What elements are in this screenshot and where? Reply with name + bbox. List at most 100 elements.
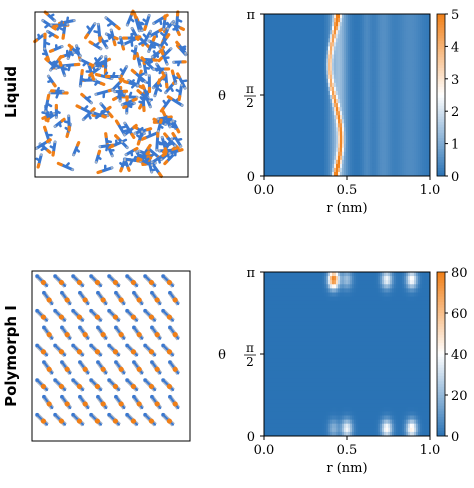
heatmap-cell (328, 131, 331, 136)
heatmap-cell (426, 304, 429, 310)
heatmap-cell (384, 86, 387, 92)
heatmap-cell (380, 155, 383, 161)
heatmap-cell (276, 123, 279, 128)
heatmap-cell (420, 135, 423, 140)
heatmap-cell (304, 103, 307, 108)
heatmap-cell (290, 292, 293, 297)
heatmap-cell (358, 50, 361, 55)
heatmap-cell (378, 14, 381, 19)
heatmap-cell (270, 304, 273, 310)
heatmap-cell (348, 70, 351, 76)
heatmap-cell (272, 167, 275, 173)
heatmap-cell (386, 14, 389, 19)
heatmap-cell (374, 171, 377, 177)
heatmap-cell (336, 308, 339, 314)
heatmap-cell (286, 272, 289, 277)
heatmap-cell (358, 296, 361, 302)
heatmap-cell (348, 46, 351, 51)
heatmap-cell (426, 111, 429, 116)
colorbar-segment (437, 143, 445, 147)
heatmap-cell (344, 321, 347, 326)
heatmap-cell (392, 111, 395, 116)
molecule (107, 343, 121, 358)
heatmap-cell (426, 50, 429, 55)
heatmap-cell (390, 325, 393, 330)
heatmap-cell (350, 123, 353, 128)
heatmap-cell (338, 284, 341, 289)
heatmap-cell (352, 147, 355, 153)
heatmap-cell (316, 86, 319, 92)
heatmap-cell (324, 42, 327, 47)
heatmap-cell (280, 163, 283, 169)
heatmap-cell (402, 50, 405, 55)
heatmap-cell (274, 99, 277, 104)
heatmap-cell (396, 58, 399, 63)
heatmap-cell (284, 284, 287, 289)
heatmap-cell (374, 86, 377, 92)
heatmap-cell (382, 34, 385, 39)
heatmap-cell (376, 276, 379, 281)
heatmap-cell (306, 163, 309, 169)
heatmap-cell (292, 90, 295, 96)
heatmap-cell (300, 272, 303, 277)
heatmap-cell (292, 313, 295, 318)
heatmap-cell (388, 90, 391, 96)
heatmap-cell (354, 99, 357, 104)
molecule (152, 67, 171, 75)
heatmap-cell (360, 38, 363, 43)
heatmap-cell (376, 38, 379, 43)
heatmap-cell (308, 34, 311, 39)
heatmap-cell (422, 313, 425, 318)
heatmap-cell (298, 163, 301, 169)
heatmap-cell (270, 103, 273, 108)
heatmap-cell (406, 58, 409, 63)
heatmap-cell (288, 111, 291, 116)
heatmap-cell (346, 317, 349, 322)
heatmap-cell (310, 139, 313, 144)
heatmap-cell (424, 296, 427, 302)
heatmap-cell (350, 115, 353, 120)
heatmap-cell (298, 42, 301, 47)
heatmap-cell (298, 90, 301, 96)
heatmap-cell (404, 82, 407, 88)
heatmap-cell (374, 34, 377, 39)
heatmap-cell (374, 276, 377, 281)
heatmap-cell (376, 46, 379, 51)
heatmap-cell (376, 74, 379, 80)
heatmap-cell (356, 95, 359, 100)
heatmap-cell (306, 14, 309, 19)
heatmap-cell (266, 42, 269, 47)
heatmap-cell (274, 38, 277, 43)
heatmap-cell (364, 131, 367, 136)
heatmap-cell (366, 50, 369, 55)
heatmap-cell (268, 111, 271, 116)
heatmap-cell (272, 30, 275, 35)
heatmap-cell (322, 111, 325, 116)
heatmap-cell (270, 280, 273, 285)
heatmap-cell (294, 115, 297, 120)
heatmap-cell (292, 95, 295, 100)
heatmap-cell (282, 74, 285, 80)
heatmap-cell (354, 155, 357, 161)
heatmap-cell (342, 66, 345, 72)
heatmap-cell (316, 103, 319, 108)
heatmap-cell (378, 34, 381, 39)
heatmap-cell (394, 325, 397, 330)
heatmap-cell (420, 288, 423, 293)
heatmap-cell (374, 321, 377, 326)
heatmap-cell (374, 127, 377, 132)
heatmap-cell (278, 115, 281, 120)
heatmap-cell (268, 272, 271, 277)
heatmap-cell (394, 139, 397, 144)
heatmap-cell (300, 54, 303, 59)
heatmap-cell (406, 82, 409, 88)
molecule (149, 394, 163, 410)
heatmap-cell (418, 14, 421, 19)
heatmap-cell (266, 304, 269, 310)
heatmap-cell (266, 82, 269, 88)
heatmap-cell (336, 313, 339, 318)
heatmap-cell (320, 38, 323, 43)
heatmap-cell (380, 159, 383, 165)
heatmap-cell (316, 317, 319, 322)
